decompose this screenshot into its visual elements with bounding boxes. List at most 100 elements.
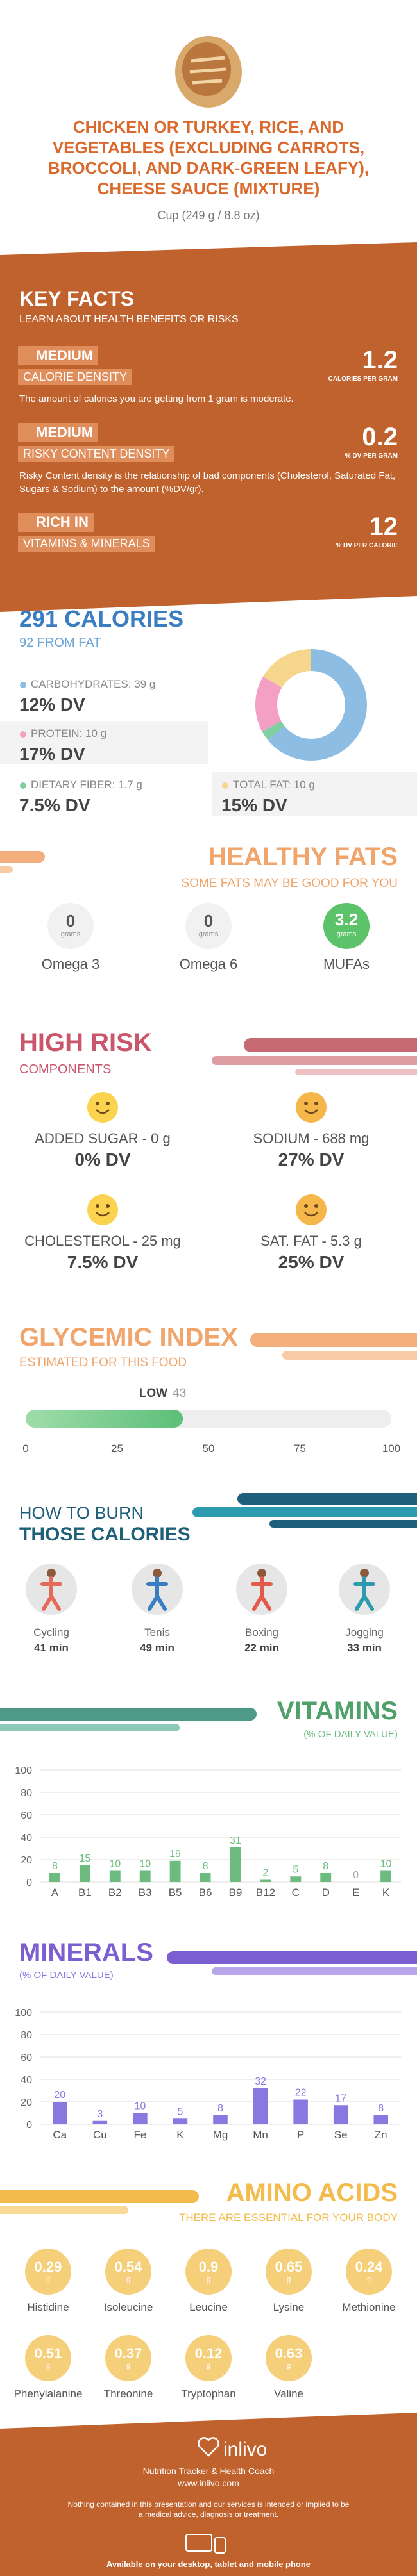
donut-segment [263,649,312,688]
amino-name: Histidine [27,2301,69,2313]
amino-circle [185,2249,232,2295]
gauge-value: 43 [173,1387,186,1400]
footer-url: www.inlivo.com [178,2478,239,2488]
macro-dot [20,782,26,789]
amino-circle [266,2335,312,2381]
x-tick-label: Se [334,2129,348,2141]
deco-bar [192,1507,417,1517]
fat-name: MUFAs [323,956,370,972]
gauge-tick-label: 25 [111,1442,123,1455]
activity-name: Tenis [144,1626,170,1639]
section-subtitle: THOSE CALORIES [19,1524,191,1545]
deco-bar [244,1038,417,1052]
y-tick-label: 80 [21,2030,32,2041]
logo-heart [198,2437,219,2457]
footer-disclaimer: Nothing contained in this presentation a… [67,2500,350,2519]
fact-label: VITAMINS & MINERALS [18,536,155,552]
bar [213,2115,228,2124]
serving-size: Cup (249 g / 8.8 oz) [157,209,260,222]
bar-value-label: 8 [217,2103,223,2114]
x-tick-label: B5 [169,1887,182,1899]
gauge-tick-label: 0 [22,1442,28,1455]
fact-label: CALORIE DENSITY [18,369,133,385]
x-tick-label: Ca [53,2129,67,2141]
deco-bar [0,866,13,873]
fact-level: RICH IN [18,513,94,532]
amino-value: 0.12 [194,2345,223,2361]
smiley-eye [96,1204,99,1208]
key-facts-band [0,242,417,612]
amino-value: 0.65 [275,2259,303,2275]
section-subtitle: 92 FROM FAT [19,636,101,650]
x-tick-label: E [352,1887,359,1899]
section-subtitle: SOME FATS MAY BE GOOD FOR YOU [181,877,398,890]
amino-value: 0.63 [275,2345,303,2361]
section-subtitle: THERE ARE ESSENTIAL FOR YOUR BODY [178,2211,398,2224]
macro-dv: 17% DV [19,744,85,764]
bar [133,2113,148,2124]
macro-bg [212,772,417,816]
smiley-eye [96,1102,99,1105]
activity-figure [353,1576,375,1611]
smiley-mouth [96,1212,110,1217]
risk-dv: 0% DV [74,1150,131,1169]
amino-name: Threonine [103,2388,153,2400]
footer-band [0,2413,417,2576]
x-tick-label: Mn [253,2129,268,2141]
bar-value-label: 8 [52,1861,58,1872]
bar [380,1870,391,1882]
risk-label: ADDED SUGAR - 0 g [35,1130,171,1146]
amino-unit: g [286,2275,291,2283]
chart-subtitle: (% OF DAILY VALUE) [303,1729,398,1740]
fat-circle [185,903,232,949]
smiley-eye [106,1204,110,1208]
amino-unit: g [206,2362,211,2370]
fat-unit: grams [336,930,357,938]
smiley-eye [106,1102,110,1105]
bar [260,1879,271,1882]
amino-unit: g [286,2362,291,2370]
bar [92,2120,108,2124]
macro-dot [20,731,26,738]
deco-bar [250,1333,417,1347]
activity-name: Jogging [345,1626,384,1639]
smiley-mouth [304,1109,318,1114]
x-tick-label: B6 [199,1887,212,1899]
fat-unit: grams [198,930,219,938]
y-tick-label: 20 [21,2097,32,2108]
amino-value: 0.37 [114,2345,142,2361]
fact-value: 12 [369,513,398,541]
amino-value: 0.29 [34,2259,62,2275]
footer-availability: Available on your desktop, tablet and mo… [106,2559,311,2569]
gauge-fill [26,1410,183,1428]
bar [290,1876,302,1882]
bar [53,2102,67,2124]
fat-value: 0 [65,911,76,930]
bar-value-label: 8 [323,1861,328,1872]
y-tick-label: 80 [21,1788,32,1799]
bar [169,1860,181,1882]
bar-value-label: 8 [378,2103,384,2114]
smiley [296,1092,327,1123]
deco-bar [237,1493,417,1505]
fat-name: Omega 3 [41,956,100,972]
bar [109,1870,121,1882]
device-icon [185,2534,212,2552]
deco-bar [0,2190,199,2203]
macro-dot [20,682,26,688]
bar-value-label: 32 [255,2076,266,2087]
risk-dv: 7.5% DV [67,1252,139,1272]
activity-time: 33 min [347,1642,382,1654]
fact-description: The amount of calories you are getting f… [19,393,294,404]
amino-name: Lysine [273,2301,305,2313]
x-tick-label: K [382,1887,390,1899]
bar [139,1870,151,1882]
amino-circle [25,2249,71,2295]
smiley-mouth [304,1212,318,1217]
chart-title: VITAMINS [277,1697,398,1725]
smiley-eye [314,1204,318,1208]
amino-unit: g [206,2275,211,2283]
macro-label: CARBOHYDRATES: 39 g [31,678,156,690]
deco-bar [282,1351,417,1360]
smiley [296,1194,327,1225]
